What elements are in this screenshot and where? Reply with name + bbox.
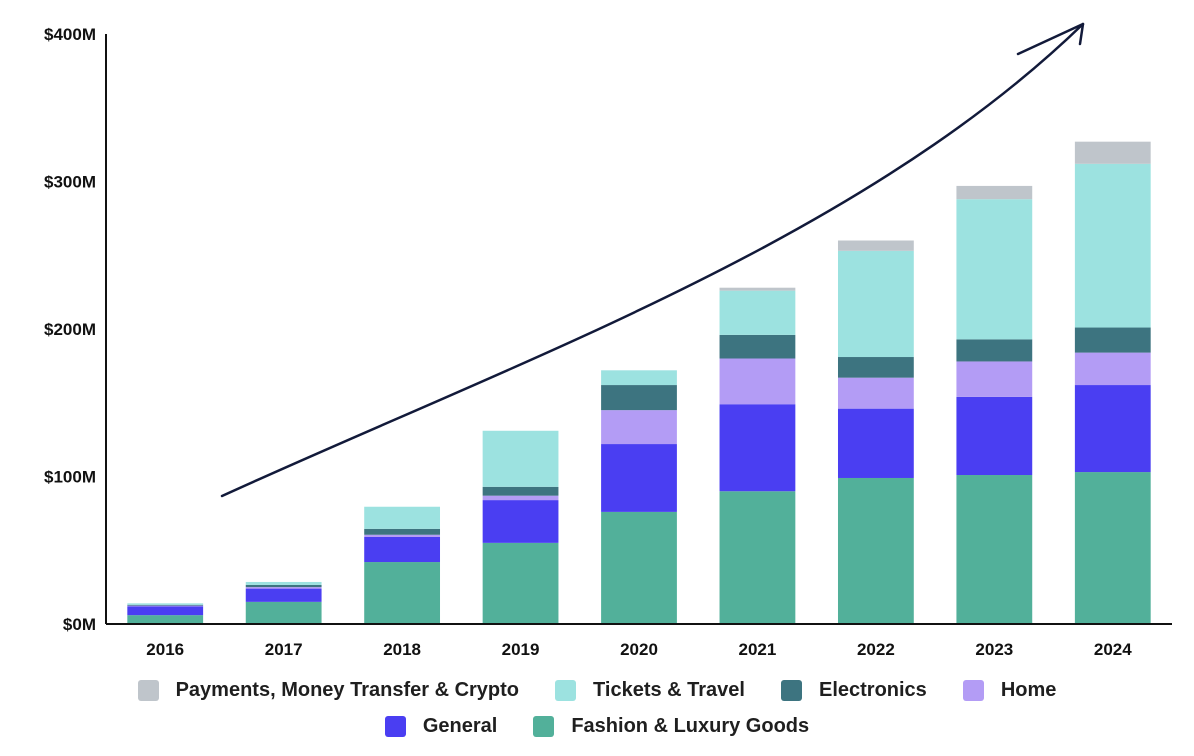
stacked-bar-chart: $0M $100M $200M $300M $400M 2016 2017 2018 2019…: [44, 22, 1172, 659]
legend-item-tickets-travel: Tickets & Travel: [555, 679, 745, 702]
bar-segment-tickets-travel-2018: [364, 506, 441, 529]
bar-segment-home-2019: [482, 495, 559, 501]
legend-item-payments-money-transfer-crypto: Payments, Money Transfer & Crypto: [137, 678, 520, 702]
x-axis-tick-labels: 2016 2017 2018 2019 2020 2021 2022 2023 2024: [146, 640, 1132, 659]
legend-label: General: [422, 714, 498, 737]
bar-segment-home-2024: [1074, 352, 1151, 386]
y-tick-label: $100M: [44, 468, 96, 487]
legend-item-fashion-luxury-goods: Fashion & Luxury Goods: [533, 715, 809, 738]
bar-segment-electronics-2017: [245, 584, 322, 588]
legend-swatch: [533, 715, 555, 737]
bar-segment-payments-money-transfer-crypto-2022: [837, 240, 914, 251]
y-tick-label: $300M: [44, 173, 96, 192]
bar-segment-general-2018: [364, 536, 441, 563]
bar-segment-payments-money-transfer-crypto-2021: [719, 287, 796, 291]
y-tick-label: $0M: [63, 615, 96, 634]
legend-row: Payments, Money Transfer & Crypto Tickets…: [0, 672, 1194, 708]
trend-arrow: [220, 22, 1085, 498]
bar-segment-general-2019: [482, 500, 559, 543]
bar-segment-tickets-travel-2019: [482, 430, 559, 487]
bar-segment-payments-money-transfer-crypto-2023: [956, 185, 1033, 200]
bar-segment-general-2016: [127, 606, 204, 616]
bar-segment-tickets-travel-2017: [245, 581, 322, 585]
bar-segment-fashion-luxury-goods-2020: [601, 511, 677, 624]
bar-segment-fashion-luxury-goods-2018: [364, 562, 441, 624]
legend-swatch: [555, 679, 577, 701]
bar-segment-home-2017: [245, 587, 322, 589]
bar-segment-home-2023: [956, 361, 1033, 397]
legend-label: Home: [1000, 678, 1057, 701]
legend-label: Tickets & Travel: [593, 678, 745, 701]
bar-segment-home-2021: [719, 358, 796, 405]
trend-arrow-curve: [220, 22, 1085, 498]
trend-arrow-head: [1016, 22, 1085, 56]
bar-segment-electronics-2018: [364, 528, 441, 535]
bar-segment-fashion-luxury-goods-2019: [482, 542, 559, 625]
legend-swatch: [384, 715, 406, 737]
x-tick-label: 2018: [383, 640, 421, 659]
x-tick-label: 2020: [620, 640, 658, 659]
bar-segment-tickets-travel-2020: [601, 370, 677, 386]
bar-segment-payments-money-transfer-crypto-2024: [1074, 141, 1151, 164]
y-tick-label: $400M: [44, 25, 96, 44]
bar-segment-electronics-2022: [837, 357, 914, 378]
bar-segment-electronics-2019: [482, 486, 559, 496]
bar-segment-fashion-luxury-goods-2023: [956, 475, 1033, 624]
x-tick-label: 2024: [1094, 640, 1132, 659]
x-tick-label: 2019: [502, 640, 540, 659]
bar-segment-fashion-luxury-goods-2021: [719, 491, 796, 624]
bar-segment-tickets-travel-2023: [956, 199, 1033, 340]
bar-segment-general-2022: [837, 408, 914, 478]
bar-segment-tickets-travel-2021: [719, 290, 796, 335]
bar-segment-fashion-luxury-goods-2022: [837, 477, 914, 624]
x-tick-label: 2017: [265, 640, 303, 659]
bar-segment-electronics-2023: [956, 339, 1033, 362]
legend-label: Electronics: [818, 678, 927, 701]
x-tick-label: 2023: [975, 640, 1013, 659]
bar-segment-electronics-2021: [719, 334, 796, 359]
legend-row: General Fashion & Luxury Goods: [0, 708, 1194, 744]
bar-segment-general-2017: [245, 588, 322, 602]
bar-segment-tickets-travel-2024: [1074, 163, 1151, 328]
bar-segment-electronics-2016: [127, 604, 204, 606]
legend-swatch: [137, 679, 159, 701]
bar-segment-tickets-travel-2016: [127, 603, 204, 605]
legend: Payments, Money Transfer & Crypto Tickets…: [0, 672, 1194, 744]
bar-segment-general-2020: [601, 444, 677, 512]
bar-segment-general-2021: [719, 404, 796, 492]
bar-segment-fashion-luxury-goods-2016: [127, 615, 204, 624]
bar-segment-home-2016: [127, 605, 204, 607]
bar-segment-fashion-luxury-goods-2024: [1074, 472, 1151, 624]
legend-label: Payments, Money Transfer & Crypto: [175, 678, 520, 701]
x-tick-label: 2016: [146, 640, 184, 659]
x-tick-label: 2022: [857, 640, 895, 659]
y-tick-label: $200M: [44, 320, 96, 339]
bar-group: [127, 141, 1151, 625]
x-tick-label: 2021: [739, 640, 777, 659]
bar-segment-home-2020: [601, 410, 677, 445]
bar-segment-home-2018: [364, 534, 441, 537]
legend-item-home: Home: [962, 678, 1057, 702]
y-axis-tick-labels: $0M $100M $200M $300M $400M: [44, 25, 96, 634]
bar-segment-home-2022: [837, 377, 914, 409]
legend-swatch: [962, 679, 984, 701]
legend-item-electronics: Electronics: [780, 678, 927, 702]
legend-item-general: General: [384, 714, 498, 738]
legend-swatch: [780, 679, 802, 701]
bar-segment-electronics-2024: [1074, 327, 1151, 353]
bar-segment-fashion-luxury-goods-2017: [245, 601, 322, 625]
bar-segment-general-2023: [956, 396, 1033, 476]
legend-label: Fashion & Luxury Goods: [571, 714, 810, 737]
bar-segment-general-2024: [1074, 385, 1151, 473]
bar-segment-tickets-travel-2022: [837, 250, 914, 358]
bar-segment-electronics-2020: [601, 385, 677, 411]
